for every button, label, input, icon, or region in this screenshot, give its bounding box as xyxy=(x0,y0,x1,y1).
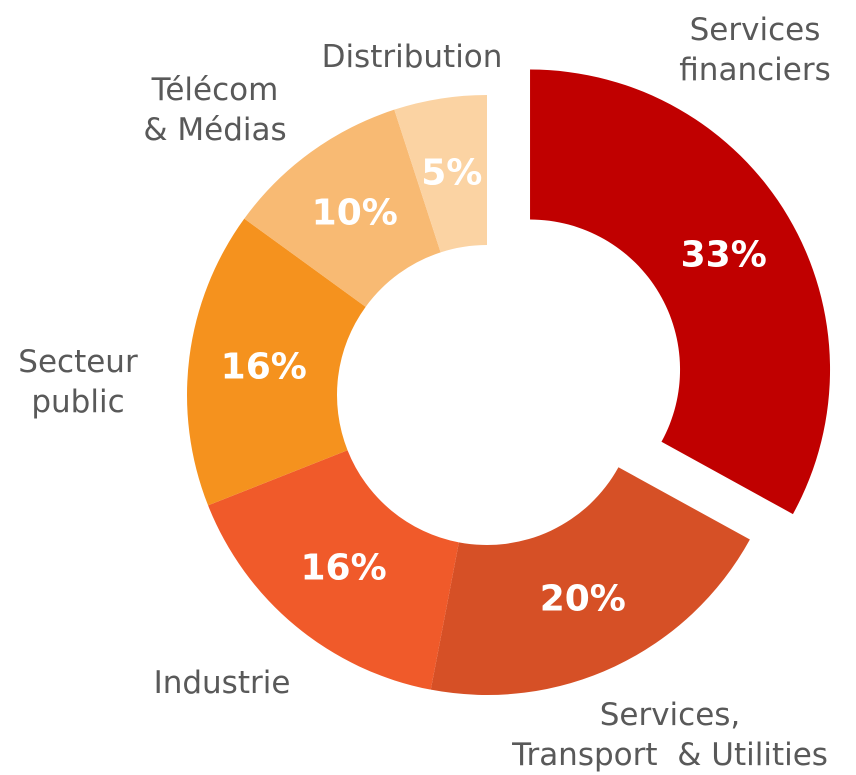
data-label: 10% xyxy=(311,192,398,234)
donut-slice xyxy=(244,109,441,307)
data-label: 16% xyxy=(300,547,387,589)
donut-slice xyxy=(394,95,487,253)
data-label: 5% xyxy=(421,152,483,194)
category-label: Secteur public xyxy=(18,344,138,420)
data-label: 33% xyxy=(680,234,767,276)
donut-slice xyxy=(430,467,750,696)
category-label: Distribution xyxy=(321,39,503,75)
data-label: 16% xyxy=(220,346,307,388)
donut-slice xyxy=(187,218,366,506)
donut-slice xyxy=(530,69,831,515)
donut-slice xyxy=(208,450,459,690)
category-label: Télécom & Médias xyxy=(143,72,287,148)
category-label: Industrie xyxy=(153,665,291,701)
category-label: Services financiers xyxy=(679,12,831,88)
data-label: 20% xyxy=(539,578,626,620)
category-label: Services, Transport & Utilities xyxy=(512,697,828,773)
